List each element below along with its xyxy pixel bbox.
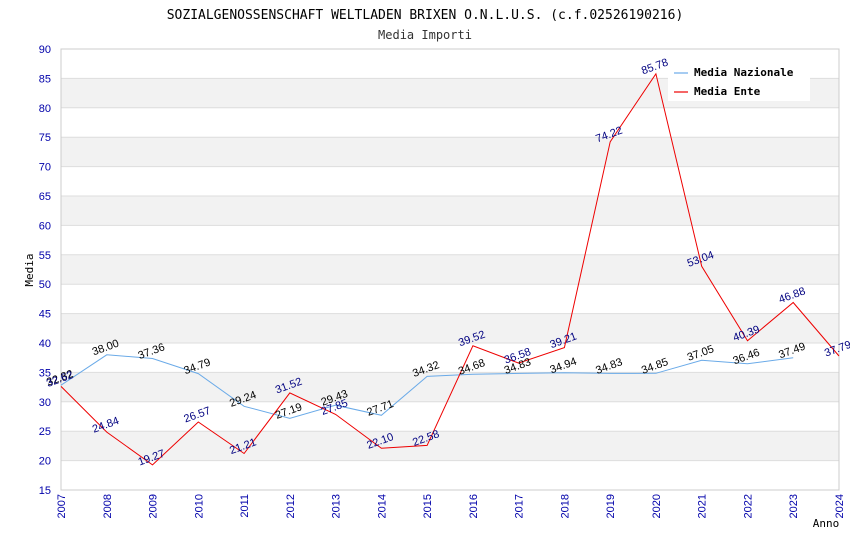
y-tick-label: 25	[39, 426, 51, 438]
grid-band	[61, 313, 839, 343]
y-tick-label: 55	[39, 250, 51, 262]
y-tick-label: 15	[39, 485, 51, 497]
series-lines	[60, 72, 840, 466]
y-tick-label: 85	[39, 73, 51, 85]
legend: Media Nazionale Media Ente	[668, 58, 810, 101]
x-tick-label: 2007	[56, 494, 68, 518]
y-tick-label: 20	[39, 456, 51, 468]
x-tick-label: 2023	[788, 494, 800, 518]
x-tick-label: 2021	[697, 494, 709, 518]
legend-background	[668, 58, 810, 101]
grid-lines	[61, 48, 839, 491]
x-axis-ticks: 2007 2008 2009 2010 2011 2012 2013 2014 2015 2016…	[56, 494, 846, 518]
grid-band	[61, 254, 839, 285]
y-tick-label: 65	[39, 191, 51, 203]
y-axis-ticks: 15 20 25 30 35 40 45 50 55 60 65 70 75 80 85 90	[39, 44, 51, 497]
y-tick-label: 60	[39, 220, 51, 232]
data-label-media-nazionale: 37.36	[137, 341, 167, 362]
x-tick-label: 2009	[148, 494, 160, 518]
y-tick-label: 40	[39, 338, 51, 350]
x-tick-label: 2017	[514, 494, 526, 518]
x-tick-label: 2018	[559, 494, 571, 518]
x-tick-label: 2014	[376, 494, 388, 518]
x-tick-label: 2011	[239, 494, 251, 518]
y-tick-label: 35	[39, 367, 51, 379]
y-tick-label: 80	[39, 103, 51, 115]
x-tick-label: 2010	[193, 494, 205, 518]
y-tick-label: 70	[39, 162, 51, 174]
grid-band	[61, 196, 839, 226]
x-tick-label: 2022	[742, 494, 754, 518]
legend-label-media-nazionale: Media Nazionale	[694, 66, 794, 79]
x-axis-label: Anno	[813, 517, 840, 530]
series-line-media-nazionale	[60, 354, 794, 419]
legend-label-media-ente: Media Ente	[694, 85, 761, 98]
x-tick-label: 2024	[834, 494, 846, 518]
x-tick-label: 2020	[651, 494, 663, 518]
chart-subtitle: Media Importi	[378, 28, 472, 42]
data-label-media-nazionale: 27.19	[274, 401, 304, 422]
grid-band	[61, 137, 839, 167]
x-tick-label: 2015	[422, 494, 434, 518]
x-tick-label: 2013	[331, 494, 343, 518]
y-tick-label: 45	[39, 309, 51, 321]
grid-bands	[61, 78, 839, 461]
x-tick-label: 2008	[102, 494, 114, 518]
y-tick-label: 90	[39, 44, 51, 56]
y-tick-label: 50	[39, 279, 51, 291]
series-line-media-ente	[60, 72, 840, 466]
y-tick-label: 30	[39, 397, 51, 409]
grid-band	[61, 431, 839, 461]
x-tick-label: 2012	[285, 494, 297, 518]
grid-band	[61, 372, 839, 402]
data-label-media-nazionale: 36.46	[731, 347, 761, 368]
y-axis-label: Media	[23, 253, 36, 286]
y-tick-label: 75	[39, 132, 51, 144]
plot-area	[60, 48, 840, 491]
x-tick-label: 2016	[468, 494, 480, 518]
data-label-media-ente: 85.78	[640, 57, 670, 78]
chart-title: SOZIALGENOSSENSCHAFT WELTLADEN BRIXEN O.…	[167, 8, 684, 23]
x-tick-label: 2019	[605, 494, 617, 518]
